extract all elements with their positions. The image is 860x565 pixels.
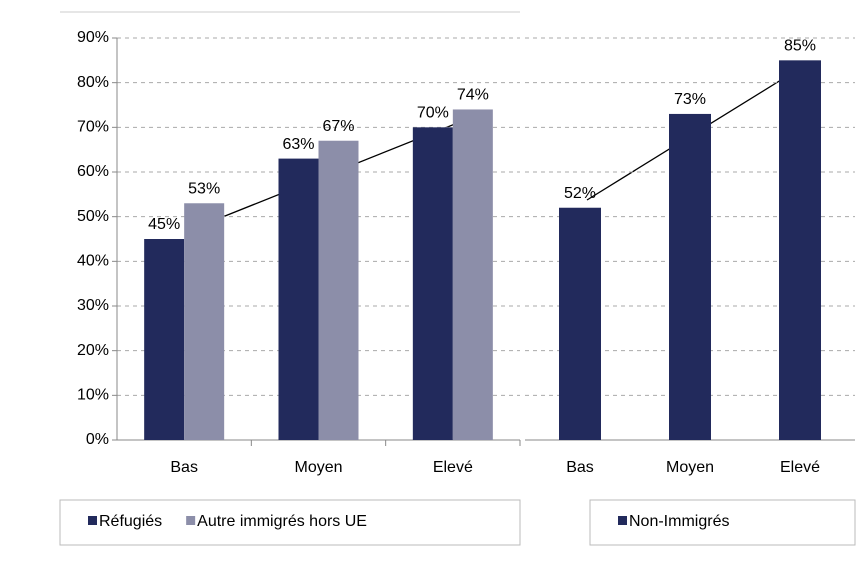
y-tick-label: 40%: [77, 253, 109, 270]
x-tick-label: Elevé: [780, 459, 820, 476]
value-label: 52%: [564, 185, 596, 202]
value-label: 63%: [282, 136, 314, 153]
x-tick-label: Bas: [170, 459, 198, 476]
legend-box: [589, 499, 856, 546]
value-label: 67%: [322, 118, 354, 135]
legend-swatch: [88, 516, 97, 525]
bar: [452, 109, 493, 440]
y-tick-label: 20%: [77, 342, 109, 359]
value-label: 85%: [784, 38, 816, 55]
value-label: 53%: [188, 180, 220, 197]
y-tick-label: 80%: [77, 74, 109, 91]
y-tick-label: 30%: [77, 297, 109, 314]
value-label: 70%: [417, 105, 449, 122]
y-tick-label: 70%: [77, 119, 109, 136]
value-label: 45%: [148, 216, 180, 233]
bar: [278, 158, 319, 440]
bar: [412, 127, 453, 440]
bar: [779, 60, 821, 440]
value-label: 73%: [674, 91, 706, 108]
x-tick-label: Moyen: [294, 459, 342, 476]
bar: [144, 239, 185, 440]
legend-swatch: [618, 516, 627, 525]
y-tick-label: 50%: [77, 208, 109, 225]
legend-swatch: [186, 516, 196, 525]
x-tick-label: Moyen: [666, 459, 714, 476]
x-tick-label: Bas: [566, 459, 594, 476]
legend-label: Réfugiés: [99, 513, 162, 530]
bar: [184, 203, 225, 440]
legend-label: Autre immigrés hors UE: [197, 513, 367, 530]
bar: [318, 140, 359, 440]
y-tick-label: 0%: [86, 431, 109, 448]
legend-label: Non-Immigrés: [629, 513, 729, 530]
y-tick-label: 60%: [77, 163, 109, 180]
x-tick-label: Elevé: [433, 459, 473, 476]
bar: [559, 207, 601, 440]
value-label: 74%: [457, 87, 489, 104]
y-tick-label: 90%: [77, 29, 109, 46]
y-tick-label: 10%: [77, 387, 109, 404]
bar: [669, 113, 711, 440]
legend-box: [59, 499, 521, 546]
